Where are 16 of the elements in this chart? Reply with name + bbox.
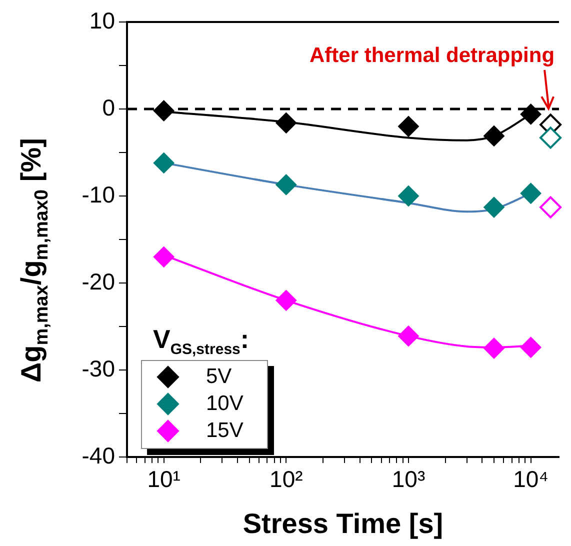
legend-label: 15V: [206, 418, 244, 443]
x-tick-label: 10¹: [147, 466, 181, 492]
legend-label: 5V: [206, 364, 232, 389]
legend-title: V$_{GS,stress}$:: [153, 324, 250, 358]
x-tick-label: 10²: [270, 466, 304, 492]
y-tick-label: 10: [89, 7, 115, 34]
y-tick-label: -10: [82, 181, 115, 208]
legend-label: 10V: [206, 392, 244, 416]
y-tick-label: 0: [102, 94, 115, 120]
y-tick-label: -30: [82, 355, 115, 382]
x-tick-label: 10³: [392, 466, 426, 492]
x-tick-label: 10⁴: [513, 466, 549, 492]
y-tick-label: -20: [82, 268, 115, 294]
x-axis-title: Stress Time [s]: [242, 508, 444, 539]
y-tick-label: -40: [82, 442, 115, 468]
annotation: After thermal detrapping: [310, 44, 555, 67]
